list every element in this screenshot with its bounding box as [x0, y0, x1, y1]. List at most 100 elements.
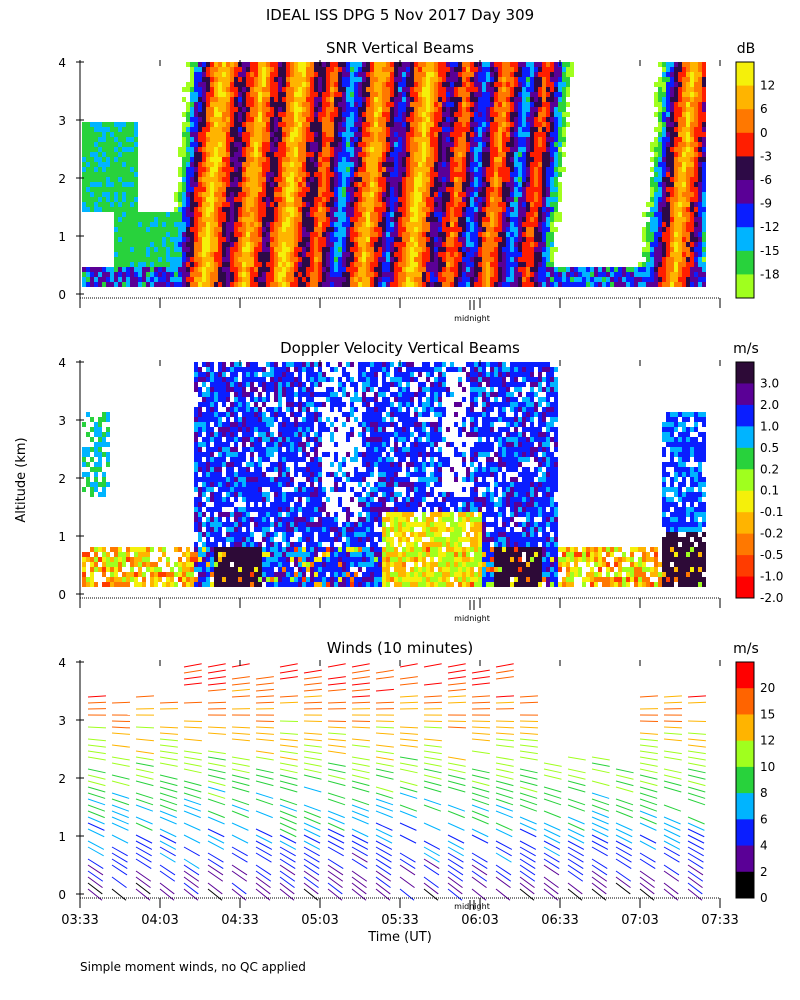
snr-cell — [322, 182, 326, 187]
snr-cell — [290, 62, 294, 67]
snr-cell — [378, 257, 382, 262]
snr-cell — [474, 67, 478, 72]
snr-cell — [454, 127, 458, 132]
snr-cell — [234, 257, 238, 262]
snr-cell — [370, 132, 374, 137]
snr-cell — [438, 67, 442, 72]
snr-cell — [514, 217, 518, 222]
snr-cell — [110, 157, 114, 162]
snr-cell — [442, 147, 446, 152]
snr-cell — [298, 142, 302, 147]
snr-cell — [322, 112, 326, 117]
snr-cell — [566, 102, 570, 107]
snr-cell — [262, 267, 266, 272]
snr-cell — [614, 277, 618, 282]
snr-cell — [394, 152, 398, 157]
snr-cell — [202, 262, 206, 267]
snr-cell — [302, 152, 306, 157]
snr-cell — [306, 102, 310, 107]
snr-cell — [154, 257, 158, 262]
snr-cell — [462, 212, 466, 217]
snr-cell — [534, 162, 538, 167]
snr-cell — [498, 82, 502, 87]
snr-cell — [214, 222, 218, 227]
snr-cell — [390, 112, 394, 117]
snr-cell — [214, 192, 218, 197]
snr-cell — [218, 262, 222, 267]
snr-cell — [386, 242, 390, 247]
snr-cell — [350, 72, 354, 77]
snr-cell — [334, 112, 338, 117]
snr-cell — [386, 177, 390, 182]
snr-cell — [254, 177, 258, 182]
snr-cell — [286, 152, 290, 157]
snr-cell — [90, 172, 94, 177]
snr-cell — [550, 117, 554, 122]
snr-cell — [286, 117, 290, 122]
snr-cell — [566, 62, 570, 67]
snr-cell — [498, 72, 502, 77]
snr-cell — [298, 187, 302, 192]
snr-cell — [338, 277, 342, 282]
snr-cell — [302, 167, 306, 172]
snr-cell — [98, 207, 102, 212]
snr-cell — [274, 167, 278, 172]
snr-cell — [474, 212, 478, 217]
snr-cell — [98, 142, 102, 147]
snr-cell — [466, 67, 470, 72]
snr-cell — [422, 202, 426, 207]
snr-cell — [530, 257, 534, 262]
snr-cell — [514, 262, 518, 267]
snr-cell — [394, 247, 398, 252]
snr-cell — [194, 237, 198, 242]
snr-cell — [258, 277, 262, 282]
snr-cell — [550, 147, 554, 152]
snr-cell — [306, 77, 310, 82]
snr-cell — [458, 117, 462, 122]
snr-cell — [630, 272, 634, 277]
snr-cell — [462, 97, 466, 102]
snr-cell — [602, 272, 606, 277]
snr-cell — [382, 177, 386, 182]
snr-cell — [342, 227, 346, 232]
snr-cell — [362, 127, 366, 132]
snr-cell — [234, 72, 238, 77]
snr-cell — [342, 107, 346, 112]
snr-cell — [506, 202, 510, 207]
snr-cell — [182, 112, 186, 117]
snr-cell — [498, 132, 502, 137]
snr-cell — [282, 102, 286, 107]
snr-cell — [334, 217, 338, 222]
snr-cell — [646, 277, 650, 282]
snr-cell — [234, 187, 238, 192]
snr-cell — [562, 282, 566, 287]
snr-cell — [114, 142, 118, 147]
snr-cell — [358, 82, 362, 87]
snr-cell — [254, 252, 258, 257]
snr-cell — [442, 187, 446, 192]
snr-cell — [498, 172, 502, 177]
snr-cell — [86, 277, 90, 282]
snr-cell — [398, 112, 402, 117]
snr-cell — [546, 232, 550, 237]
snr-cell — [402, 162, 406, 167]
snr-cell — [266, 222, 270, 227]
snr-cell — [378, 192, 382, 197]
snr-cell — [386, 272, 390, 277]
snr-cell — [530, 102, 534, 107]
snr-cell — [82, 282, 86, 287]
snr-cell — [546, 237, 550, 242]
snr-cell — [82, 197, 86, 202]
snr-cell — [250, 132, 254, 137]
snr-cell — [474, 262, 478, 267]
snr-cell — [506, 107, 510, 112]
snr-cell — [642, 282, 646, 287]
snr-cell — [494, 82, 498, 87]
snr-cell — [434, 152, 438, 157]
snr-cell — [462, 227, 466, 232]
snr-cell — [650, 147, 654, 152]
snr-cell — [618, 277, 622, 282]
snr-cell — [186, 162, 190, 167]
snr-cell — [562, 152, 566, 157]
snr-cell — [246, 157, 250, 162]
